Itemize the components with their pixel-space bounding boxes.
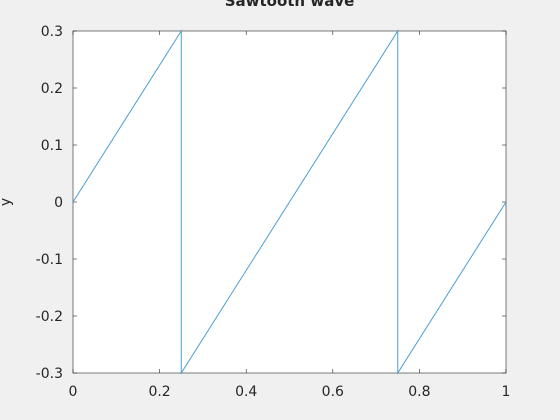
y-tick-label: -0.1 xyxy=(36,252,63,268)
x-tick-label: 0.2 xyxy=(148,384,170,400)
chart-title: Sawtooth wave xyxy=(225,0,355,10)
x-tick-label: 0 xyxy=(69,384,78,400)
x-tick-label: 0.4 xyxy=(235,384,257,400)
y-axis-ticks: 0.3 0.2 0.1 0 -0.1 -0.2 -0.3 xyxy=(36,24,506,382)
y-axis-label: y xyxy=(0,198,14,206)
y-tick-label: -0.3 xyxy=(36,366,63,382)
x-tick-label: 0.6 xyxy=(322,384,344,400)
x-tick-label: 1 xyxy=(502,384,511,400)
series-group xyxy=(72,29,507,375)
y-tick-label: 0.2 xyxy=(41,81,63,97)
series-line xyxy=(72,29,507,375)
y-tick-label: 0.1 xyxy=(41,138,63,154)
x-axis-ticks: 0 0.2 0.4 0.6 0.8 1 xyxy=(69,31,511,400)
x-tick-label: 0.8 xyxy=(408,384,430,400)
y-tick-label: -0.2 xyxy=(36,309,63,325)
y-tick-label: 0.3 xyxy=(41,24,63,40)
y-tick-label: 0 xyxy=(54,195,63,211)
